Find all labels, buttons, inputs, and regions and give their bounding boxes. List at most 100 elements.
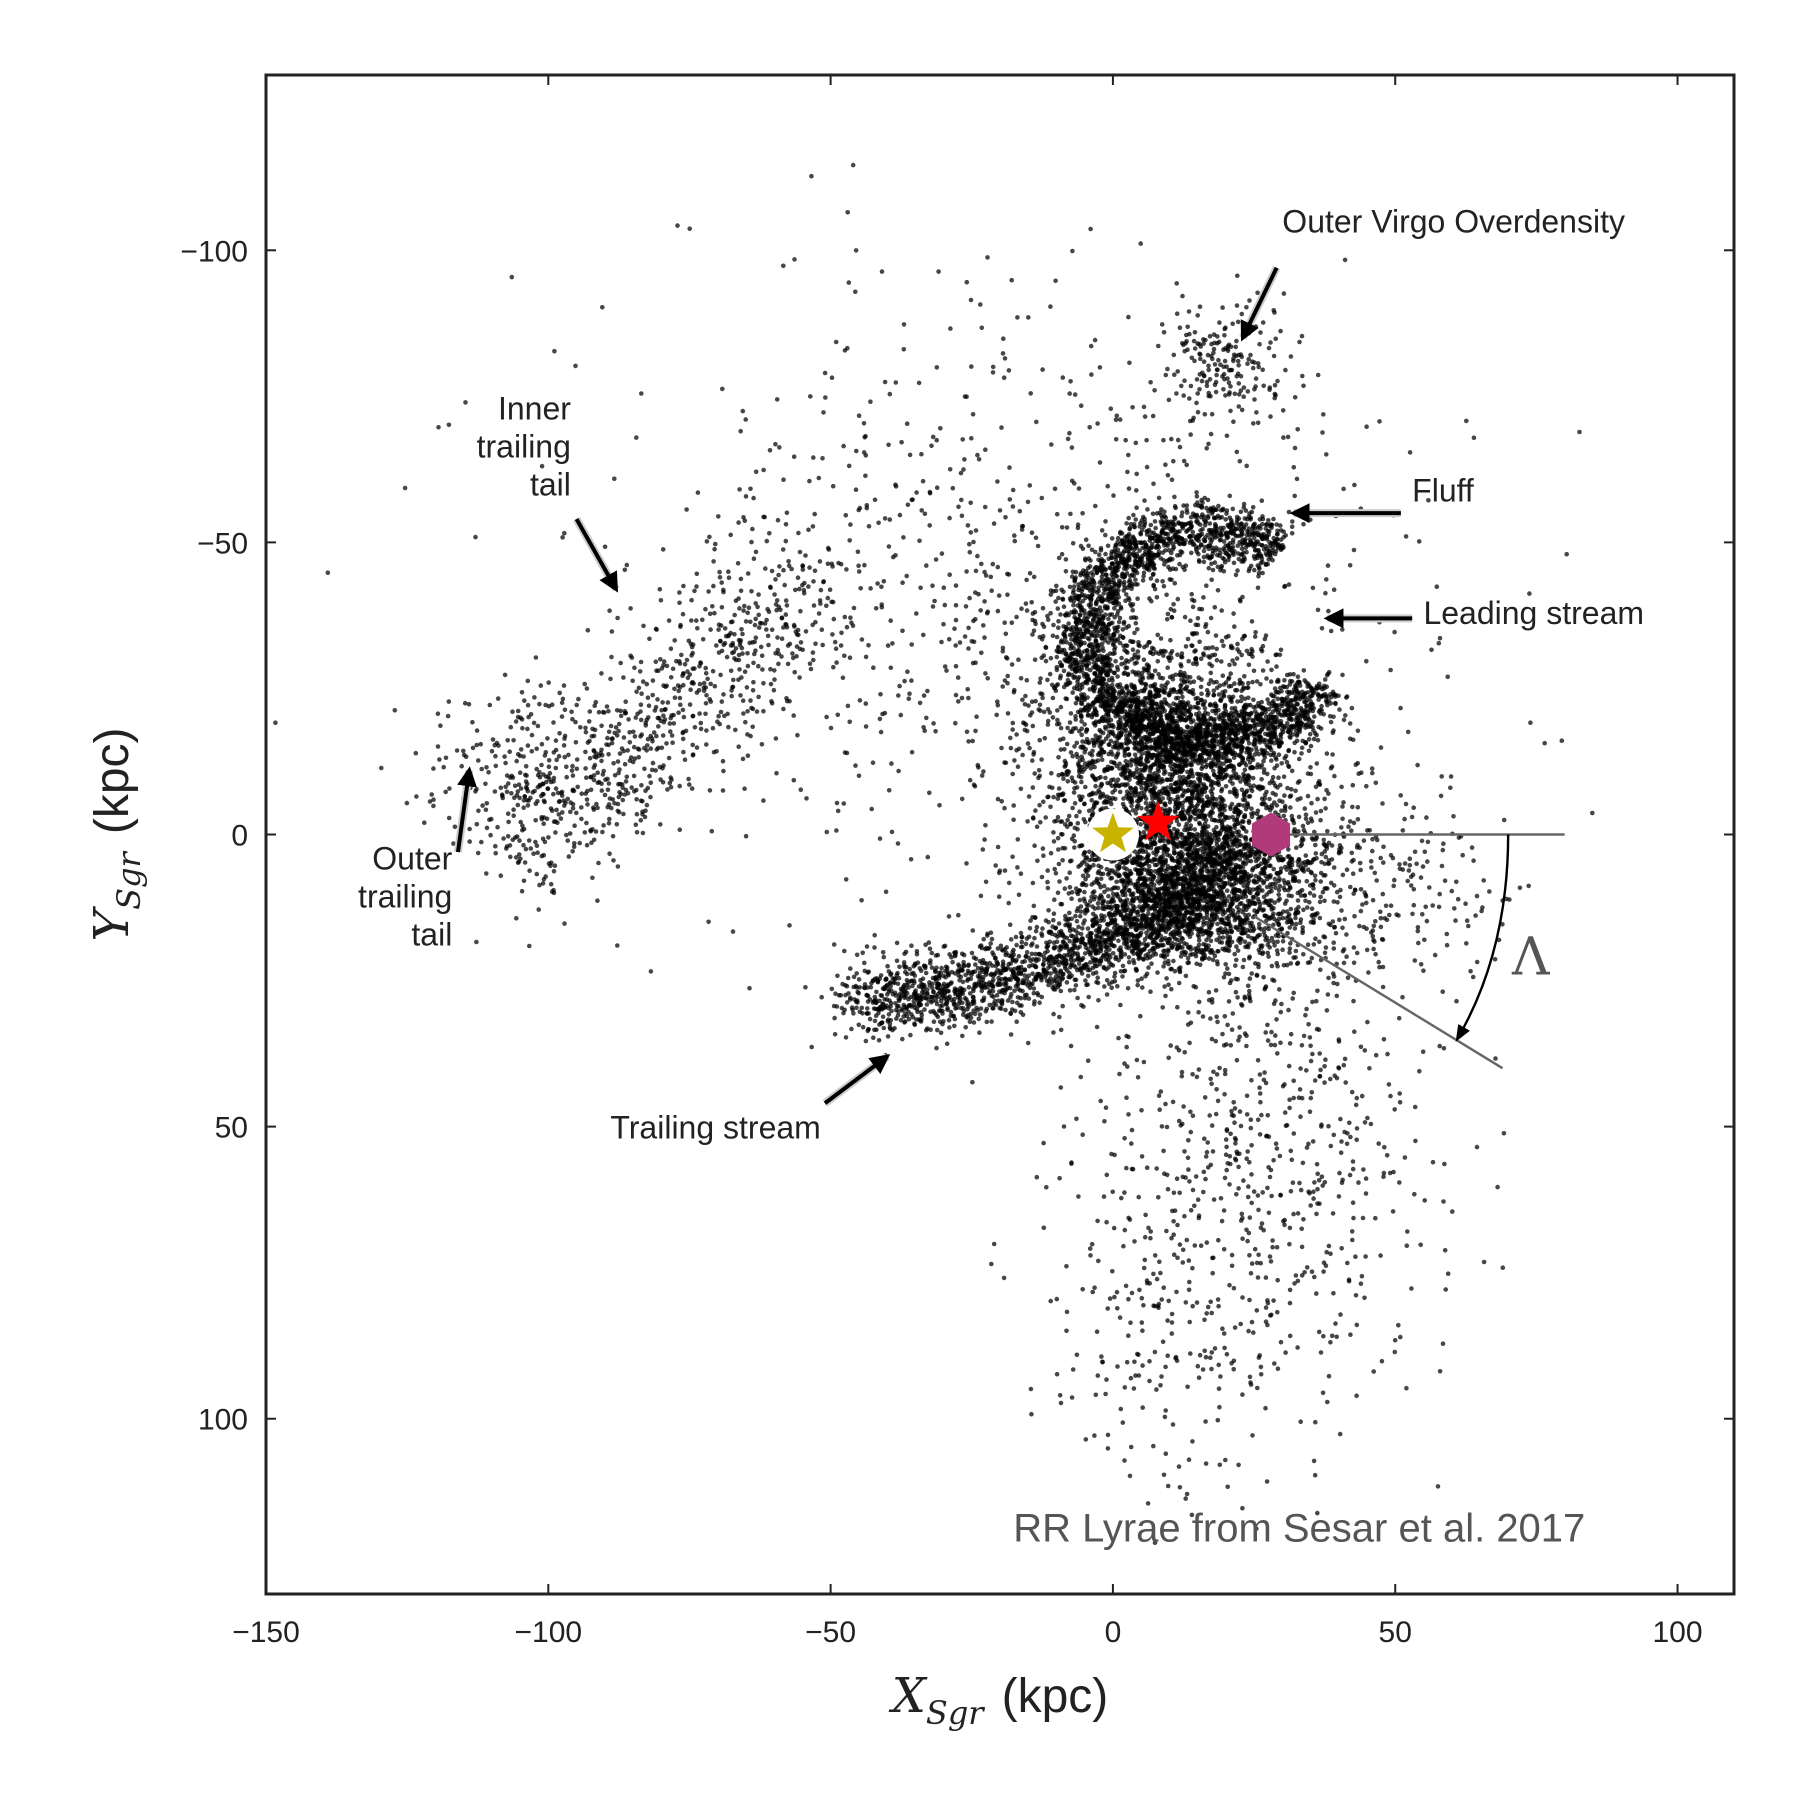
data-point — [1244, 517, 1250, 522]
data-point — [1026, 794, 1032, 799]
data-point — [1067, 720, 1073, 725]
data-point — [1109, 536, 1115, 541]
data-point — [1269, 692, 1274, 697]
data-point — [1000, 684, 1005, 689]
data-point — [1265, 659, 1270, 664]
data-point — [1083, 739, 1089, 745]
data-point — [1090, 617, 1096, 622]
data-point — [1139, 785, 1144, 791]
data-point — [1195, 532, 1201, 538]
data-point — [1073, 726, 1078, 731]
data-point — [1128, 785, 1133, 791]
data-point — [1295, 674, 1301, 679]
data-point — [1055, 835, 1061, 841]
data-point — [1223, 962, 1228, 967]
data-point — [1201, 554, 1207, 560]
data-point — [1116, 553, 1122, 559]
data-point — [1314, 683, 1320, 689]
data-point — [1234, 520, 1240, 526]
data-point — [1103, 605, 1108, 611]
data-point — [1154, 595, 1160, 600]
data-point — [1065, 779, 1071, 784]
data-point — [1140, 578, 1146, 583]
data-point — [1205, 532, 1210, 538]
data-point — [1160, 550, 1166, 555]
data-point — [1199, 755, 1204, 760]
data-point — [1253, 630, 1258, 635]
data-point — [1277, 685, 1283, 691]
data-point — [1214, 552, 1220, 558]
data-point — [1220, 729, 1225, 735]
data-point — [1189, 719, 1194, 725]
data-point — [1148, 522, 1154, 528]
data-point — [1259, 498, 1265, 504]
data-point — [1078, 710, 1083, 715]
data-point — [1142, 696, 1148, 701]
data-point — [1186, 658, 1191, 664]
data-point — [1250, 505, 1256, 510]
data-point — [1256, 532, 1261, 538]
data-point — [1299, 751, 1304, 756]
data-point — [1268, 737, 1274, 742]
data-point — [1063, 569, 1069, 574]
data-point — [1308, 743, 1314, 749]
data-point — [1099, 669, 1105, 674]
data-point — [1296, 718, 1301, 724]
data-point — [1272, 714, 1277, 720]
data-point — [1156, 796, 1161, 802]
data-point — [1255, 563, 1261, 568]
data-point — [1065, 725, 1070, 731]
data-point — [1218, 508, 1224, 513]
data-point — [1144, 806, 1149, 812]
data-point — [1084, 662, 1090, 668]
data-point — [1015, 764, 1021, 769]
data-point — [1014, 614, 1019, 620]
data-point — [1090, 703, 1095, 708]
data-point — [1120, 627, 1126, 632]
data-point — [1056, 755, 1061, 760]
data-point — [1203, 758, 1209, 763]
data-point — [996, 894, 1002, 899]
data-point — [1294, 733, 1300, 738]
data-point — [1129, 639, 1135, 645]
data-point — [1263, 526, 1269, 531]
data-point — [1054, 648, 1059, 654]
data-point — [1054, 634, 1060, 640]
data-point — [1190, 604, 1196, 610]
data-point — [1085, 620, 1090, 625]
data-point — [1048, 804, 1053, 810]
data-point — [1136, 654, 1141, 659]
data-point — [1241, 957, 1247, 963]
data-point — [1239, 546, 1245, 551]
data-point — [1010, 720, 1016, 726]
data-point — [1192, 827, 1198, 832]
data-point — [1201, 715, 1207, 720]
data-point — [1219, 659, 1224, 664]
data-point — [1073, 669, 1079, 674]
data-point — [1150, 511, 1156, 517]
data-point — [1241, 550, 1246, 555]
data-point — [1200, 526, 1205, 532]
data-point — [1179, 663, 1184, 669]
data-point — [1163, 685, 1168, 691]
data-point — [1274, 757, 1279, 762]
data-point — [1161, 557, 1166, 563]
data-point — [1036, 775, 1041, 781]
data-point — [1073, 700, 1079, 706]
data-point — [1311, 736, 1317, 742]
data-point — [1112, 647, 1117, 652]
data-point — [1123, 665, 1128, 670]
data-point — [1103, 775, 1108, 781]
data-point — [1180, 694, 1185, 700]
data-point — [1279, 696, 1285, 702]
data-point — [1201, 514, 1207, 519]
data-point — [1103, 631, 1109, 636]
data-point — [1250, 679, 1255, 685]
data-point — [1070, 805, 1075, 811]
data-point — [1282, 709, 1287, 715]
data-point — [1316, 693, 1321, 698]
data-point — [1113, 743, 1118, 749]
data-point — [1111, 777, 1116, 782]
data-point — [1248, 711, 1253, 717]
data-point — [1120, 707, 1125, 713]
